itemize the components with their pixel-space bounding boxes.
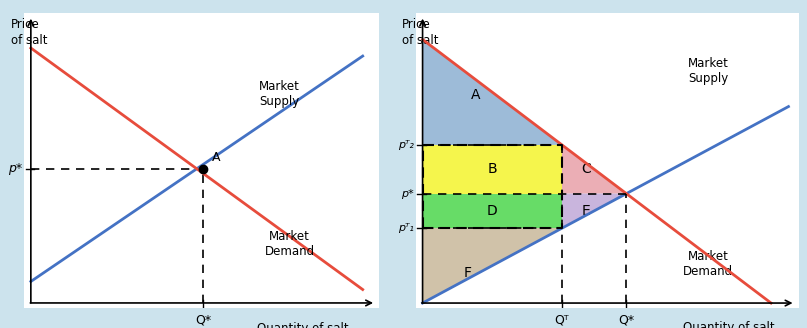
Text: Market
Demand: Market Demand (265, 230, 315, 258)
Text: D: D (487, 204, 498, 218)
Polygon shape (423, 145, 562, 194)
Text: B: B (487, 162, 497, 176)
Polygon shape (562, 145, 626, 194)
Text: Price
of salt: Price of salt (402, 18, 438, 47)
Text: Price
of salt: Price of salt (11, 18, 48, 48)
Polygon shape (423, 39, 562, 145)
Text: C: C (582, 162, 592, 176)
Text: p*: p* (401, 189, 414, 199)
Text: F: F (463, 266, 471, 280)
Text: Quantity of salt: Quantity of salt (257, 322, 349, 328)
Text: Market
Supply: Market Supply (259, 80, 300, 108)
Polygon shape (423, 228, 562, 303)
Text: Qᵀ: Qᵀ (554, 314, 569, 327)
Text: pᵀ₂: pᵀ₂ (398, 140, 414, 150)
Text: Market
Demand: Market Demand (684, 250, 734, 277)
Text: A: A (211, 151, 220, 164)
Polygon shape (562, 194, 626, 228)
Polygon shape (423, 194, 562, 228)
Text: E: E (582, 204, 591, 218)
Text: Quantity of salt: Quantity of salt (684, 321, 775, 328)
Text: Market
Supply: Market Supply (688, 57, 729, 85)
Text: p*: p* (8, 162, 23, 175)
Text: Q*: Q* (195, 314, 211, 327)
Text: pᵀ₁: pᵀ₁ (398, 223, 414, 233)
Text: A: A (470, 88, 480, 102)
Text: Q*: Q* (618, 314, 634, 327)
